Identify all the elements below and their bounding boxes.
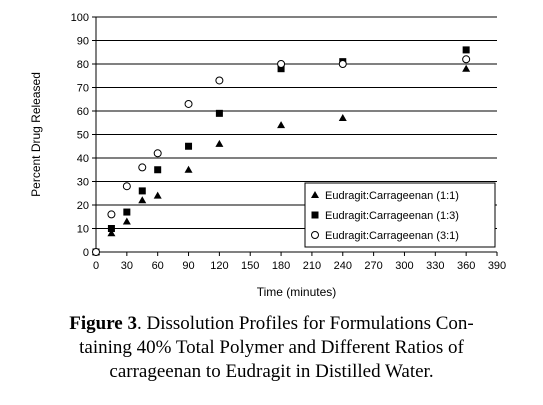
series-1-point-8: [338, 114, 347, 122]
x-axis-ticks: 0 30 60 90 120 150 180 210 240 270 300 330 360 390: [93, 252, 506, 272]
y-axis-ticks: 0 10 20 30 40 50 60 70 80 90 100: [71, 12, 96, 259]
x-tick-label-150: 150: [241, 260, 259, 272]
series-3-point-6: [215, 76, 224, 85]
y-tick-label-70: 70: [77, 83, 89, 95]
y-tick-label-50: 50: [77, 130, 89, 142]
series-2-point-4: [154, 166, 162, 174]
series-1-point-9: [462, 64, 471, 72]
legend-entry-3: Eudragit:Carrageenan (3:1): [325, 230, 459, 242]
series-2-point-9: [462, 46, 470, 54]
series-3-point-8: [338, 60, 347, 68]
x-tick-label-300: 300: [395, 260, 413, 272]
y-tick-label-80: 80: [77, 59, 89, 71]
legend-entry-1: Eudragit:Carrageenan (1:1): [325, 190, 459, 202]
y-tick-label-10: 10: [77, 224, 89, 236]
series-3-point-3: [138, 163, 147, 172]
y-tick-label-40: 40: [77, 153, 89, 165]
series-2-point-3: [138, 187, 146, 195]
y-axis-title: Percent Drug Released: [29, 72, 43, 197]
x-tick-label-60: 60: [152, 260, 164, 272]
x-tick-label-90: 90: [182, 260, 194, 272]
legend-box: [304, 182, 496, 248]
y-tick-label-90: 90: [77, 36, 89, 48]
y-tick-label-60: 60: [77, 106, 89, 118]
x-tick-label-120: 120: [210, 260, 228, 272]
x-tick-label-360: 360: [457, 260, 475, 272]
gridlines: [96, 16, 497, 229]
x-tick-label-210: 210: [303, 260, 321, 272]
series-2-point-5: [185, 142, 193, 150]
caption-text-1: . Dissolution Profiles for Formulations …: [137, 313, 474, 334]
caption-line-3: carrageenan to Eudragit in Distilled Wat…: [109, 361, 434, 382]
y-tick-label-30: 30: [77, 177, 89, 189]
y-tick-label-0: 0: [83, 247, 89, 259]
series-3-point-1: [107, 210, 116, 219]
series-1-point-4: [153, 191, 162, 199]
x-tick-label-270: 270: [364, 260, 382, 272]
data-points: [92, 46, 471, 256]
x-tick-label-0: 0: [93, 260, 99, 272]
series-3-point-2: [122, 182, 131, 191]
y-tick-label-20: 20: [77, 200, 89, 212]
x-tick-label-390: 390: [488, 260, 506, 272]
series-1-point-6: [215, 139, 224, 147]
y-tick-label-100: 100: [71, 12, 89, 24]
legend-marker-2: [311, 211, 319, 219]
figure-caption: Figure 3. Dissolution Profiles for Formu…: [0, 312, 543, 384]
series-1-point-5: [184, 165, 193, 173]
x-tick-label-180: 180: [272, 260, 290, 272]
series-1-point-1: [107, 229, 116, 237]
series-2-point-7: [277, 65, 285, 73]
series-1-point-2: [122, 217, 131, 225]
x-tick-label-240: 240: [334, 260, 352, 272]
caption-line-2: taining 40% Total Polymer and Different …: [79, 337, 464, 358]
series-3-point-7: [277, 60, 286, 68]
series-3-point-0: [92, 248, 100, 256]
series-3-point-9: [462, 55, 471, 64]
series-1-point-3: [138, 196, 147, 204]
figure-label: Figure 3: [69, 313, 137, 334]
x-axis-title: Time (minutes): [257, 285, 337, 299]
series-2-point-2: [123, 208, 131, 216]
legend-entry-2: Eudragit:Carrageenan (1:3): [325, 210, 459, 222]
x-tick-label-330: 330: [426, 260, 444, 272]
series-3-point-4: [153, 149, 162, 158]
series-2-point-1: [107, 225, 115, 232]
caption-line-1: Figure 3. Dissolution Profiles for Formu…: [0, 312, 543, 336]
series-2-point-6: [215, 109, 223, 117]
legend-marker-3: [311, 231, 319, 239]
series-3-point-5: [184, 99, 193, 108]
x-tick-label-30: 30: [121, 260, 133, 272]
series-1-point-7: [277, 121, 286, 129]
dissolution-chart: 0 30 60 90 120 150 180 210 240 270 300 330 360 390 0 1…: [29, 12, 506, 299]
legend-marker-1: [311, 191, 319, 198]
legend: Eudragit:Carrageenan (1:1) Eudragit:Carra…: [304, 182, 496, 248]
